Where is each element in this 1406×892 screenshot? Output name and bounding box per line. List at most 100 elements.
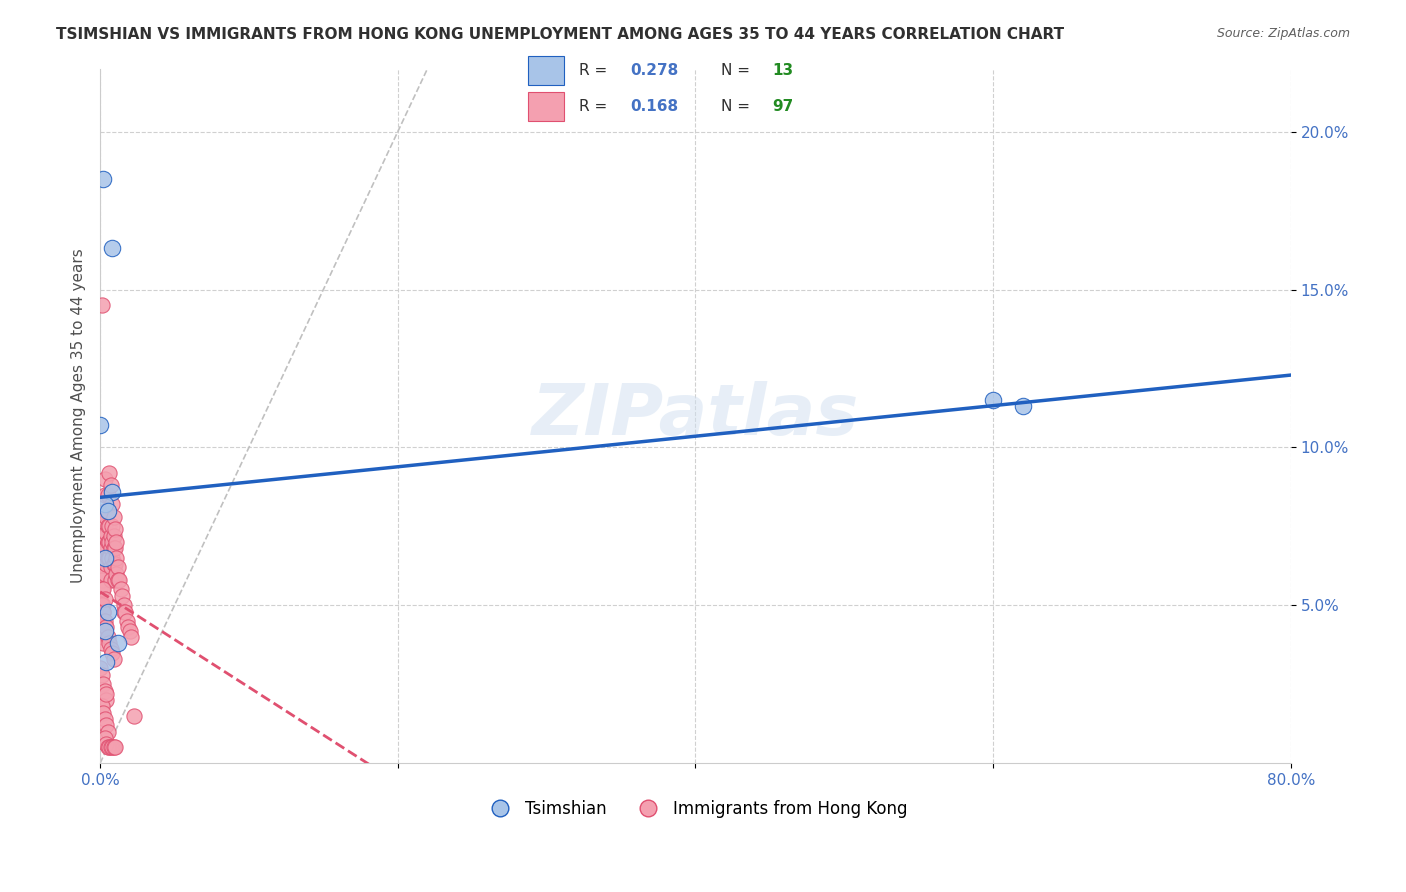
- Text: Source: ZipAtlas.com: Source: ZipAtlas.com: [1216, 27, 1350, 40]
- Point: [105, 550, 128, 565]
- Point: [93, 472, 115, 486]
- Point: [91, 582, 114, 597]
- Point: [100, 560, 122, 574]
- Point: [101, 497, 124, 511]
- Point: [94, 693, 117, 707]
- Point: [93, 731, 115, 745]
- Point: [93, 683, 115, 698]
- Point: [101, 550, 124, 565]
- Point: [90, 298, 112, 312]
- Point: [94, 737, 117, 751]
- Point: [93, 503, 115, 517]
- Point: [98, 466, 121, 480]
- Point: [97, 519, 120, 533]
- Bar: [527, 93, 564, 121]
- Point: [104, 740, 127, 755]
- Point: [97, 724, 120, 739]
- Point: [90, 550, 112, 565]
- Point: [94, 558, 117, 572]
- Point: [98, 550, 121, 565]
- Text: N =: N =: [721, 99, 755, 114]
- Point: [97, 740, 120, 755]
- Point: [89, 418, 111, 433]
- Point: [105, 535, 128, 549]
- Point: [110, 582, 132, 597]
- Point: [103, 509, 125, 524]
- Point: [90, 541, 112, 556]
- Point: [97, 535, 120, 549]
- Point: [93, 541, 115, 556]
- Point: [98, 519, 121, 533]
- Point: [90, 599, 112, 613]
- Point: [94, 718, 117, 732]
- Point: [97, 630, 120, 644]
- Text: N =: N =: [721, 63, 755, 78]
- Point: [93, 550, 115, 565]
- Point: [90, 573, 112, 587]
- Point: [93, 591, 115, 606]
- Point: [118, 624, 141, 638]
- Text: 97: 97: [772, 99, 794, 114]
- Point: [111, 589, 134, 603]
- Point: [93, 614, 115, 628]
- Text: 0.278: 0.278: [630, 63, 678, 78]
- Point: [97, 488, 120, 502]
- Point: [100, 573, 122, 587]
- Point: [94, 509, 117, 524]
- Bar: [527, 56, 564, 86]
- Point: [91, 605, 114, 619]
- Point: [93, 624, 115, 638]
- Point: [97, 503, 120, 517]
- Point: [101, 242, 124, 256]
- Point: [93, 566, 115, 581]
- Point: [101, 484, 124, 499]
- Point: [93, 519, 115, 533]
- Point: [93, 550, 115, 565]
- Point: [91, 677, 114, 691]
- Point: [104, 523, 127, 537]
- Point: [98, 636, 121, 650]
- Point: [981, 392, 1004, 407]
- Point: [101, 535, 124, 549]
- Point: [103, 740, 125, 755]
- Point: [91, 172, 114, 186]
- Point: [120, 630, 142, 644]
- Point: [90, 699, 112, 714]
- Point: [103, 529, 125, 543]
- Point: [104, 541, 127, 556]
- Point: [112, 599, 135, 613]
- Point: [105, 566, 128, 581]
- Text: ZIPatlas: ZIPatlas: [531, 381, 859, 450]
- Point: [93, 529, 115, 543]
- Point: [89, 566, 111, 581]
- Text: R =: R =: [579, 99, 612, 114]
- Point: [107, 560, 129, 574]
- Point: [100, 740, 122, 755]
- Point: [103, 541, 125, 556]
- Point: [124, 708, 146, 723]
- Point: [91, 636, 114, 650]
- Legend: Tsimshian, Immigrants from Hong Kong: Tsimshian, Immigrants from Hong Kong: [477, 793, 914, 824]
- Point: [101, 646, 124, 660]
- Point: [100, 541, 122, 556]
- Point: [112, 605, 135, 619]
- Point: [97, 605, 120, 619]
- Point: [94, 525, 117, 540]
- Point: [107, 573, 129, 587]
- Point: [108, 573, 131, 587]
- Point: [101, 740, 124, 755]
- Point: [93, 488, 115, 502]
- Point: [115, 614, 138, 628]
- Point: [91, 630, 114, 644]
- Point: [91, 605, 114, 619]
- Point: [107, 636, 129, 650]
- Point: [89, 582, 111, 597]
- Point: [90, 582, 112, 597]
- Point: [94, 687, 117, 701]
- Point: [100, 642, 122, 657]
- Point: [104, 558, 127, 572]
- Point: [103, 652, 125, 666]
- Point: [93, 497, 115, 511]
- Point: [94, 655, 117, 669]
- Point: [90, 667, 112, 681]
